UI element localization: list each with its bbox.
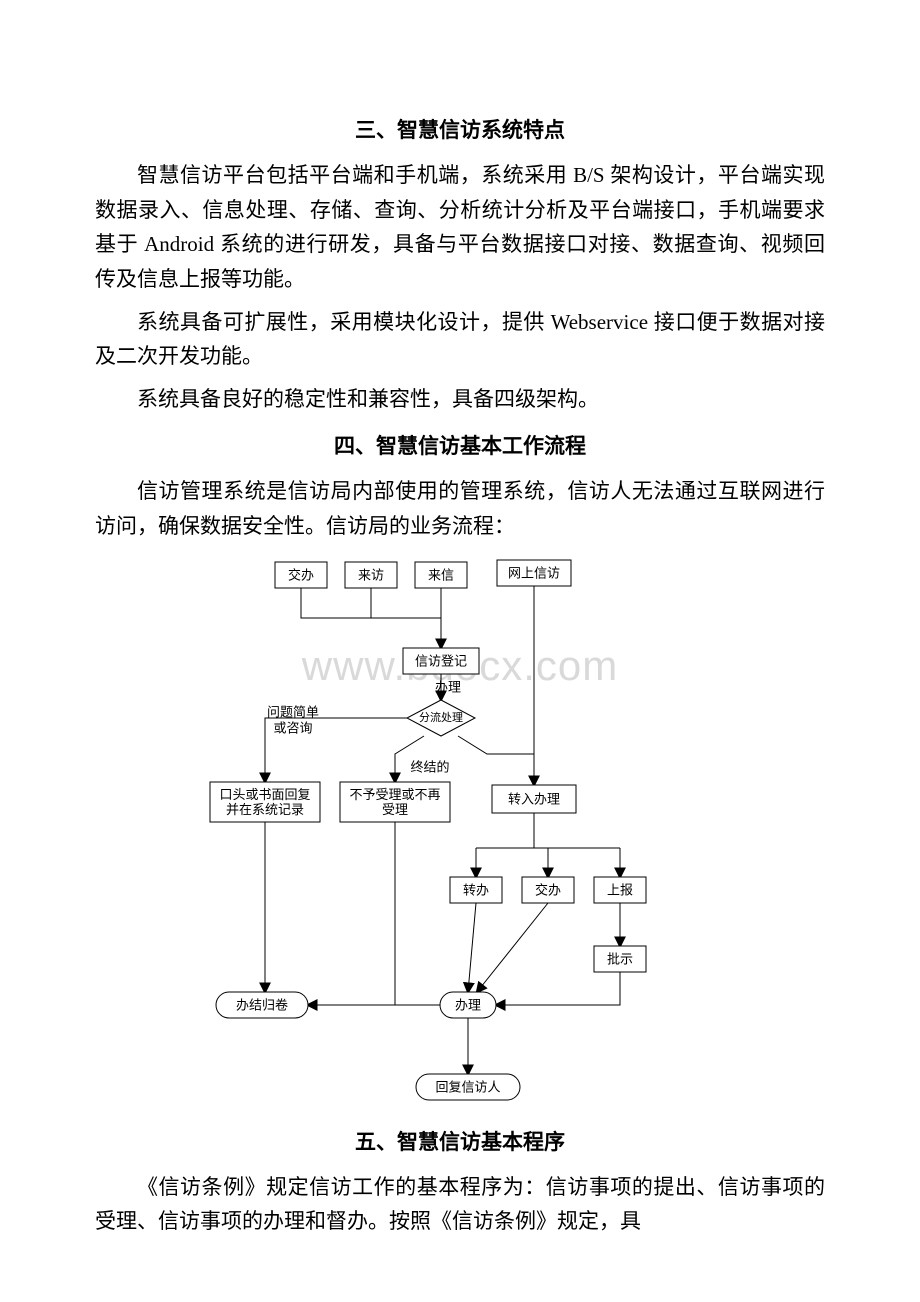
section-4-heading: 四、智慧信访基本工作流程	[95, 430, 825, 460]
flowchart-node-label: 回复信访人	[435, 1079, 500, 1094]
section-3-heading: 三、智慧信访系统特点	[95, 114, 825, 144]
flowchart-edge-label: 终结的	[410, 759, 449, 774]
flowchart-node-label: 口头或书面回复	[219, 787, 310, 802]
flowchart-node-label: 网上信访	[508, 565, 560, 580]
flowchart-node-label: 办理	[455, 997, 481, 1012]
flowchart-node-label: 交办	[288, 567, 314, 582]
flowchart-node-label: 转入办理	[508, 791, 560, 806]
flowchart-node-label: 批示	[607, 951, 633, 966]
flowchart-edge	[395, 822, 440, 1005]
flowchart-node-label: 交办	[535, 882, 561, 897]
flowchart-node-label: 上报	[607, 882, 633, 897]
section-4-para-1: 信访管理系统是信访局内部使用的管理系统，信访人无法通过互联网进行访问，确保数据安…	[95, 474, 825, 543]
section-3-para-3: 系统具备良好的稳定性和兼容性，具备四级架构。	[95, 382, 825, 417]
flowchart-edge-label: 问题简单	[267, 704, 319, 719]
flowchart-edge-label: 或咨询	[273, 720, 312, 735]
flowchart-edge	[468, 903, 476, 992]
flowchart-node-label: 并在系统记录	[226, 802, 304, 817]
flowchart-node-label: 来访	[358, 567, 384, 582]
flowchart-edge	[477, 903, 548, 992]
flowchart-node-label: 分流处理	[419, 710, 463, 724]
flowchart-node-label: 来信	[428, 567, 454, 582]
section-5-para-1: 《信访条例》规定信访工作的基本程序为：信访事项的提出、信访事项的受理、信访事项的…	[95, 1170, 825, 1239]
flowchart-edge-label: 办理	[435, 679, 461, 694]
flowchart-node-label: 信访登记	[415, 653, 467, 668]
flowchart-container: www.bdocx.com 交办来访来信网上信访信访登记分流处理口头或书面回复并…	[95, 552, 825, 1112]
section-3-para-1: 智慧信访平台包括平台端和手机端，系统采用 B/S 架构设计，平台端实现数据录入、…	[95, 158, 825, 297]
flowchart-edge	[458, 736, 534, 785]
flowchart-node-label: 受理	[382, 802, 408, 817]
flowchart-edge	[496, 972, 620, 1005]
flowchart-node-label: 转办	[463, 882, 489, 897]
document-page: 三、智慧信访系统特点 智慧信访平台包括平台端和手机端，系统采用 B/S 架构设计…	[0, 0, 920, 1287]
workflow-flowchart: 交办 来访 来信 网上信访信访登记分流处理口头或书面回复并在系统记录 不予受理或不再受理…	[190, 552, 730, 1112]
section-5-heading: 五、智慧信访基本程序	[95, 1126, 825, 1156]
flowchart-node-label: 办结归卷	[236, 997, 288, 1012]
flowchart-node-label: 不予受理或不再	[349, 787, 440, 802]
section-3-para-2: 系统具备可扩展性，采用模块化设计，提供 Webservice 接口便于数据对接及…	[95, 305, 825, 374]
